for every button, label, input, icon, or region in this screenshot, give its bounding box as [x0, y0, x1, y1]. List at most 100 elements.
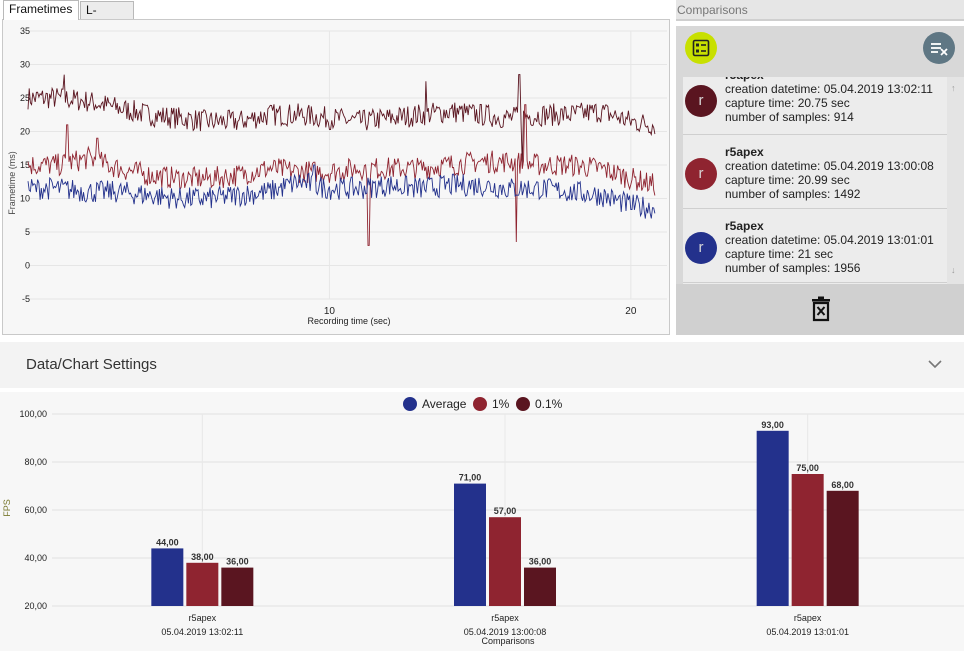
fps-bar-label: 44,00 [156, 537, 179, 547]
fps-bar-label: 68,00 [831, 480, 854, 490]
comparison-item[interactable]: r r5apex creation datetime: 05.04.2019 1… [683, 77, 947, 135]
comparison-item[interactable]: r r5apex creation datetime: 05.04.2019 1… [683, 211, 947, 283]
fps-category-name: r5apex [491, 613, 519, 623]
frametime-y-tick: 15 [20, 160, 30, 170]
fps-bar-label: 93,00 [761, 420, 784, 430]
scroll-down-icon[interactable]: ↓ [951, 265, 956, 275]
comparison-samples: number of samples: 914 [725, 110, 854, 124]
fps-y-tick: 40,00 [24, 553, 47, 563]
fps-bar [151, 548, 184, 606]
comparison-capture: capture time: 21 sec [725, 247, 834, 261]
frametime-y-tick: 30 [20, 60, 30, 70]
scroll-up-icon[interactable]: ↑ [951, 83, 956, 93]
fps-bar [454, 483, 486, 606]
fps-legend: Average 1% 0.1% [403, 397, 563, 411]
fps-bar [826, 490, 859, 606]
frametime-y-axis-label: Frametime (ms) [7, 151, 17, 215]
fps-x-axis-label: Comparisons [481, 636, 535, 646]
comparison-info: r5apex creation datetime: 05.04.2019 13:… [725, 77, 933, 124]
comparison-creation: creation datetime: 05.04.2019 13:00:08 [725, 159, 934, 173]
fps-bar [186, 562, 219, 606]
fps-y-tick: 60,00 [24, 505, 47, 515]
fps-legend-label: 0.1% [535, 397, 563, 411]
frametime-y-tick: 20 [20, 127, 30, 137]
clear-list-icon [931, 43, 948, 56]
frametime-series-line [27, 74, 656, 166]
fps-bar-label: 71,00 [459, 473, 482, 483]
comparison-info: r5apex creation datetime: 05.04.2019 13:… [725, 145, 934, 201]
fps-bar-chart: Average 1% 0.1% 100,00 80,00 60,00 40,00 20,00… [2, 397, 964, 646]
fps-bar-chart-panel: Average 1% 0.1% 100,00 80,00 60,00 40,00 20,00… [0, 392, 964, 651]
chevron-down-icon[interactable] [927, 358, 943, 370]
comparison-samples: number of samples: 1492 [725, 187, 861, 201]
fps-bar-label: 38,00 [191, 552, 214, 562]
frametime-y-tick: 35 [20, 26, 30, 36]
comparison-info: r5apex creation datetime: 05.04.2019 13:… [725, 219, 934, 275]
fps-y-tick: 100,00 [19, 409, 47, 419]
comparisons-panel: r r5apex creation datetime: 05.04.2019 1… [676, 26, 964, 335]
fps-legend-label: Average [422, 397, 467, 411]
frametime-series-line [27, 164, 656, 219]
comparison-name: r5apex [725, 145, 764, 159]
frametime-x-tick: 20 [625, 306, 637, 317]
fps-y-tick: 80,00 [24, 457, 47, 467]
comparison-creation: creation datetime: 05.04.2019 13:02:11 [725, 82, 933, 96]
frametime-series [27, 74, 656, 246]
fps-bar [756, 430, 789, 606]
fps-category-date: 05.04.2019 13:00:08 [464, 627, 547, 637]
comparison-list: r r5apex creation datetime: 05.04.2019 1… [683, 77, 947, 284]
fps-y-tick: 20,00 [24, 601, 47, 611]
add-comparison-button[interactable] [685, 32, 717, 64]
fps-bar-label: 36,00 [226, 557, 249, 567]
fps-bars: 44,00 38,00 36,00 71,00 57,00 36,00 93,00 75,00… [151, 420, 859, 606]
trash-icon [812, 296, 830, 322]
tab-l-shape[interactable]: L-Shape [80, 1, 134, 34]
fps-legend-swatch [516, 397, 530, 411]
comparison-avatar: r [685, 158, 717, 190]
fps-y-axis-label: FPS [2, 499, 12, 517]
fps-category-date: 05.04.2019 13:02:11 [161, 627, 243, 637]
frametime-grid [28, 30, 667, 300]
data-chart-settings-toggle[interactable]: Data/Chart Settings [0, 342, 964, 388]
frametime-series-line [27, 104, 656, 246]
comparison-item[interactable]: r r5apex creation datetime: 05.04.2019 1… [683, 137, 947, 209]
frametime-y-tick: 10 [20, 194, 30, 204]
comparison-capture: capture time: 20.99 sec [725, 173, 850, 187]
frametime-x-tick: 10 [324, 306, 336, 317]
checklist-icon [692, 39, 710, 57]
fps-bar [489, 517, 521, 606]
frametime-x-axis-label: Recording time (sec) [307, 316, 390, 326]
fps-bar-label: 57,00 [494, 506, 517, 516]
tab-frametimes[interactable]: Frametimes [3, 0, 79, 20]
comparison-creation: creation datetime: 05.04.2019 13:01:01 [725, 233, 934, 247]
fps-categories: r5apex 05.04.2019 13:02:11 r5apex 05.04.201… [161, 613, 849, 637]
frametime-y-tick: -5 [22, 294, 30, 304]
fps-legend-swatch [473, 397, 487, 411]
frametime-chart: 35 30 25 20 15 10 5 0 -5 10 20 Frametime (ms) Rec… [7, 26, 667, 326]
fps-legend-label: 1% [492, 397, 510, 411]
fps-bar [524, 567, 556, 606]
comparison-scrollbar[interactable]: ↑ ↓ [947, 77, 964, 284]
fps-bar [791, 474, 824, 606]
frametime-y-tick: 25 [20, 93, 30, 103]
clear-list-button[interactable] [923, 32, 955, 64]
chart-tabs: Frametimes L-Shape [0, 0, 672, 34]
frametime-y-tick: 5 [25, 227, 30, 237]
frametime-y-ticks: 35 30 25 20 15 10 5 0 -5 [20, 26, 30, 304]
fps-category-name: r5apex [189, 613, 217, 623]
comparison-avatar: r [685, 85, 717, 117]
comparison-name: r5apex [725, 219, 764, 233]
fps-category-name: r5apex [794, 613, 822, 623]
fps-bar-label: 75,00 [796, 463, 819, 473]
settings-title: Data/Chart Settings [26, 356, 157, 373]
delete-button[interactable] [810, 296, 832, 322]
fps-legend-swatch [403, 397, 417, 411]
fps-bar-label: 36,00 [529, 557, 552, 567]
fps-y-ticks: 100,00 80,00 60,00 40,00 20,00 [19, 409, 47, 611]
fps-bar [221, 567, 254, 606]
comparison-name: r5apex [725, 77, 933, 82]
comparison-capture: capture time: 20.75 sec [725, 96, 850, 110]
comparison-footer [676, 284, 964, 335]
comparisons-header: Comparisons [676, 0, 964, 21]
frametime-x-ticks: 10 20 [324, 306, 637, 317]
